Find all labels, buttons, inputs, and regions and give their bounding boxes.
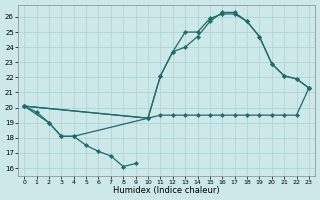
X-axis label: Humidex (Indice chaleur): Humidex (Indice chaleur) — [113, 186, 220, 195]
